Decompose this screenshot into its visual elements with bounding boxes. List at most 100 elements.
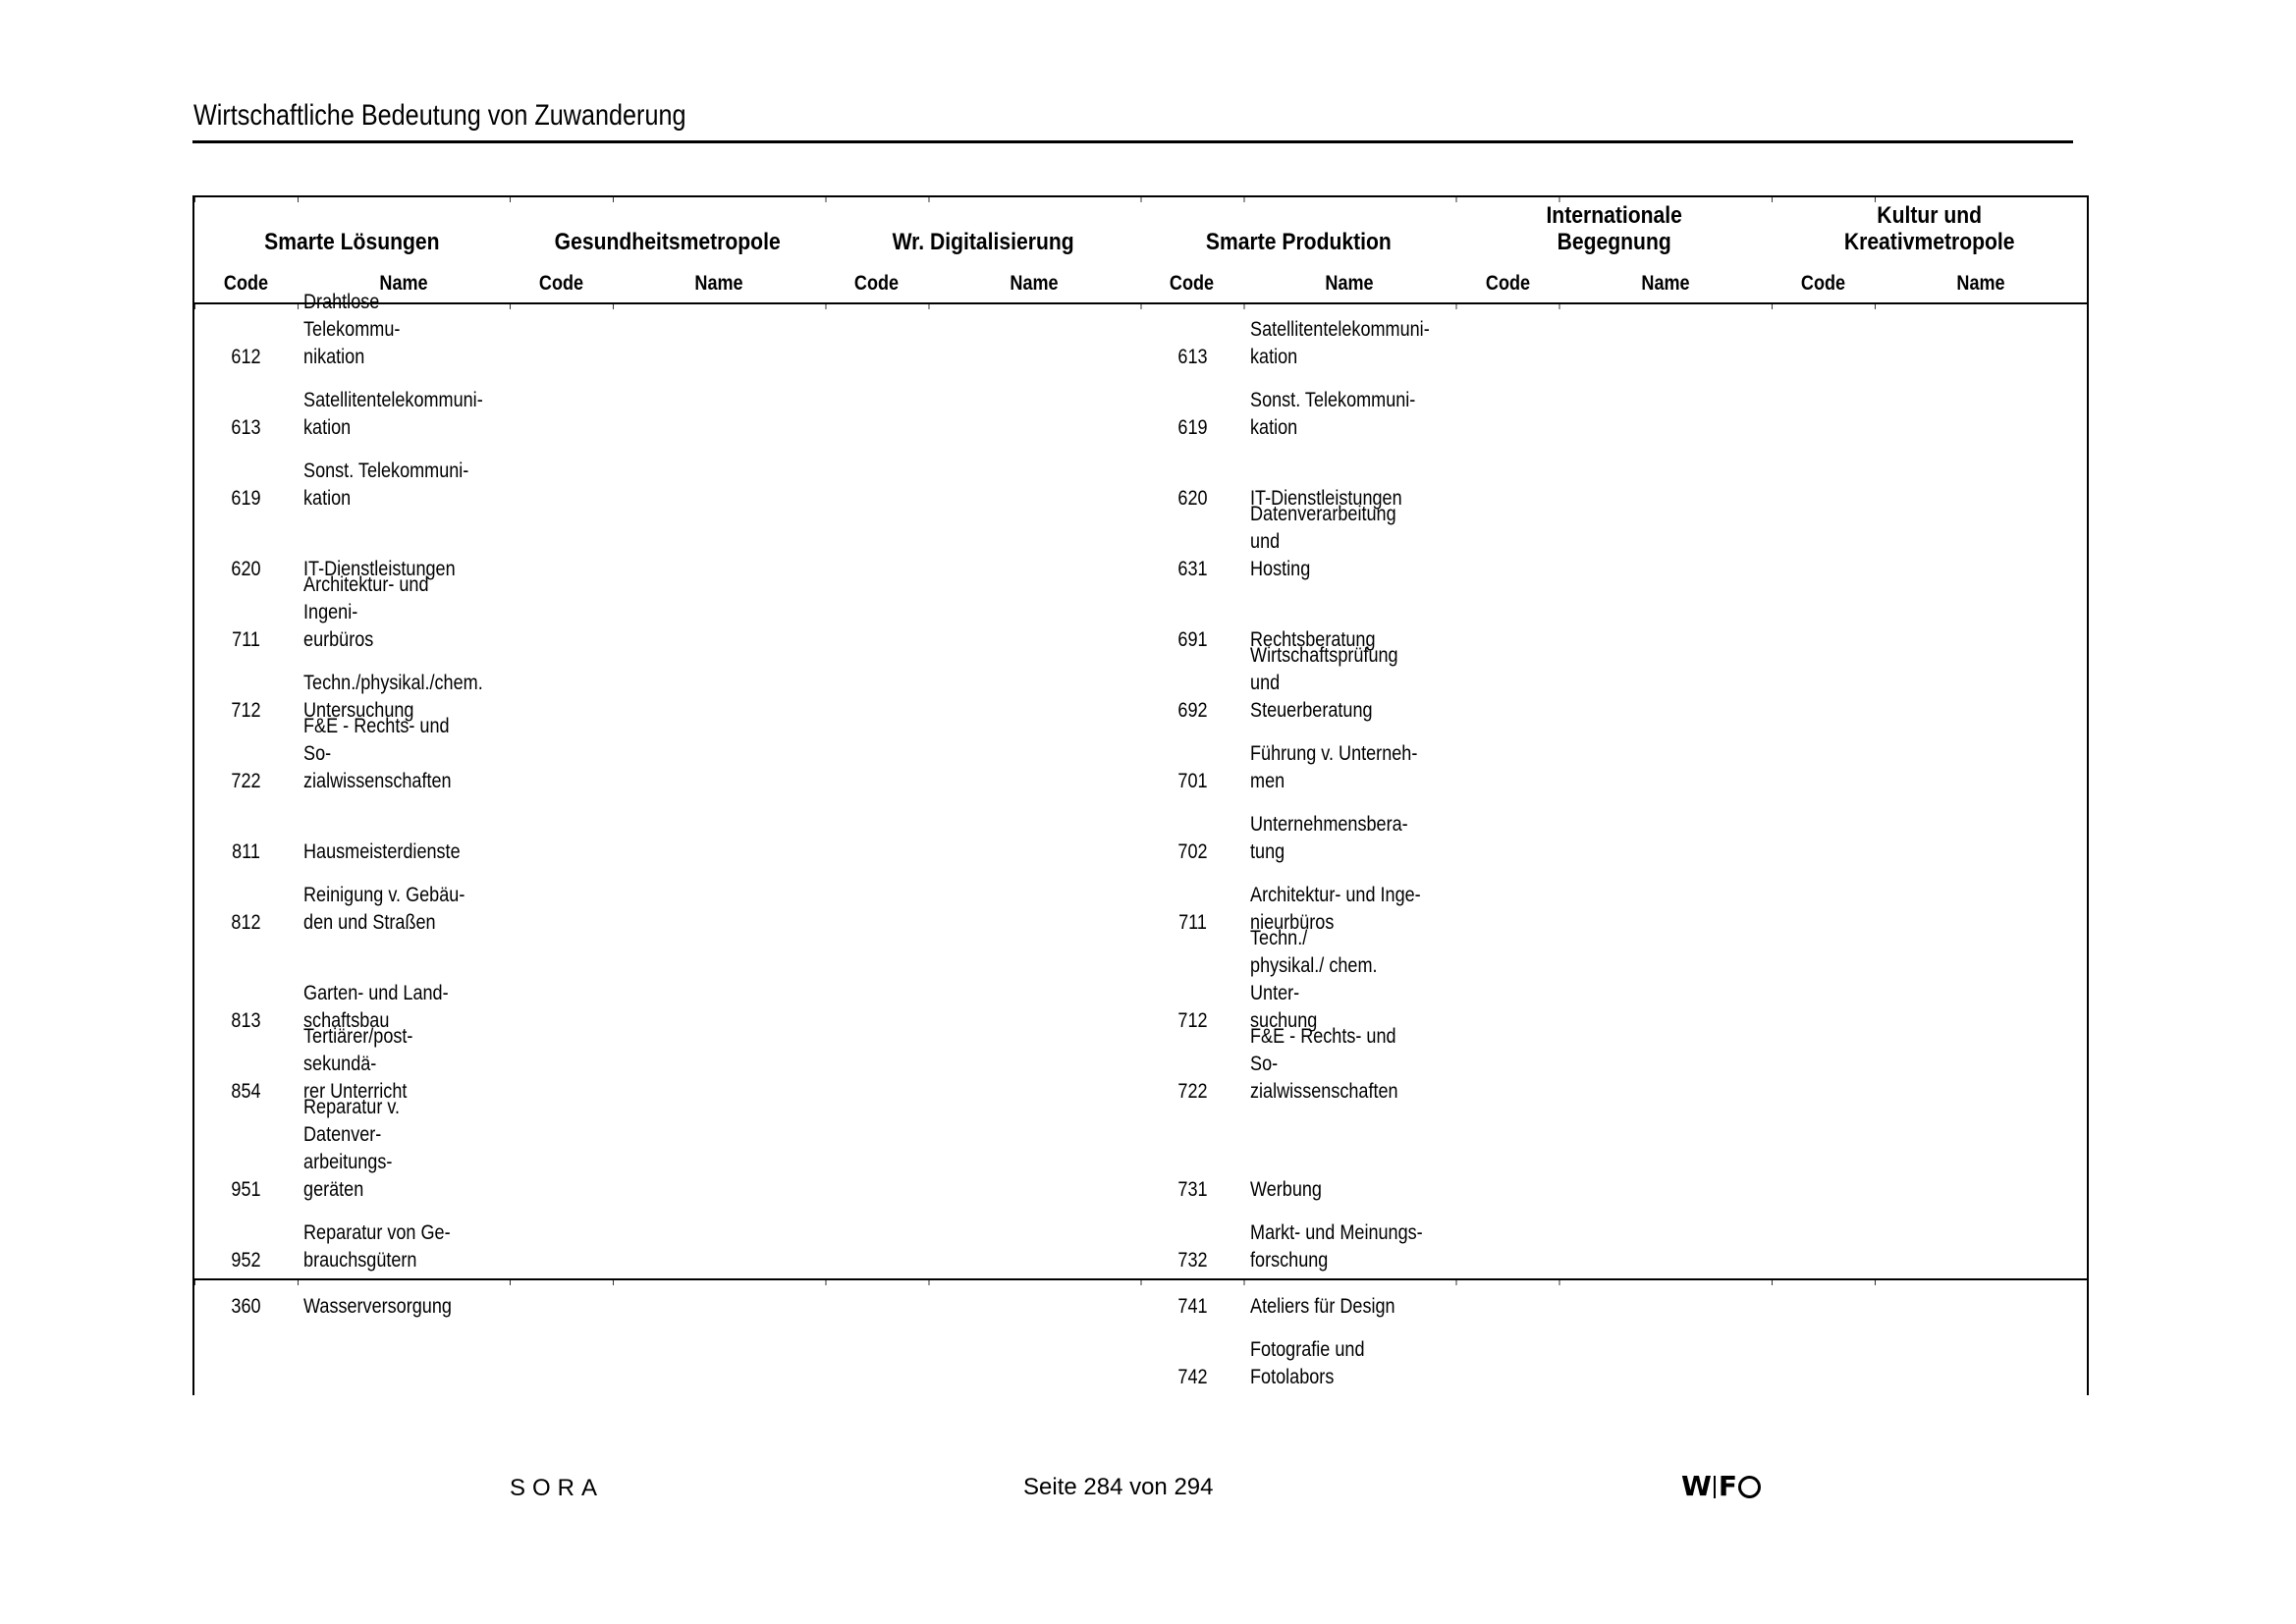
cell-smarte-produktion: 620 IT-Dienstleistungen xyxy=(1141,485,1456,513)
table-row: 854 Tertiärer/post-sekundä- rer Unterric… xyxy=(194,1025,2087,1110)
code-value: 619 xyxy=(1176,416,1208,439)
name-value: Führung v. Unterneh- men xyxy=(1249,742,1417,792)
group-title: Kultur und Kreativmetropole xyxy=(1772,197,2087,258)
code-value: 712 xyxy=(1176,1009,1208,1032)
cell-smarte-loesungen: 612 Drahtlose Telekommu- nikation xyxy=(194,289,510,371)
footer-wifo-logo: W F xyxy=(1681,1470,1762,1502)
name-value: Wasserversorgung xyxy=(303,1295,452,1318)
cell-smarte-loesungen: 620 IT-Dienstleistungen xyxy=(194,556,510,583)
cell-smarte-loesungen: 619 Sonst. Telekommuni- kation xyxy=(194,458,510,513)
code-value: 742 xyxy=(1176,1366,1208,1388)
subheader-row: Code Name xyxy=(510,258,825,302)
code-value: 811 xyxy=(232,840,260,863)
table-row: 620 IT-Dienstleistungen 631 Datenverarbe… xyxy=(194,503,2087,587)
sector-code-table: Smarte Lösungen Code Name Gesundheitsmet… xyxy=(192,195,2089,1395)
table-row: 811 Hausmeisterdienste 702 Unternehmensb… xyxy=(194,799,2087,870)
page-title: Wirtschaftliche Bedeutung von Zuwanderun… xyxy=(193,99,780,133)
footer-sora-logo: SORA xyxy=(510,1475,605,1501)
table-row: 952 Reparatur von Ge- brauchsgütern 732 … xyxy=(194,1208,2087,1278)
cell-smarte-produktion: 692 Wirtschaftsprüfung und Steuerberatun… xyxy=(1141,642,1456,725)
code-value: 613 xyxy=(231,416,261,439)
cell-smarte-loesungen: 854 Tertiärer/post-sekundä- rer Unterric… xyxy=(194,1023,510,1106)
code-value: 692 xyxy=(1176,699,1208,722)
code-value: 712 xyxy=(231,699,261,722)
name-value: Satellitentelekommuni- kation xyxy=(1249,318,1430,368)
cell-smarte-produktion: 631 Datenverarbeitung und Hosting xyxy=(1141,501,1456,583)
group-title-text: Internationale Begegnung xyxy=(1545,202,1682,255)
name-value: Techn./ physikal./ chem. Unter- suchung xyxy=(1249,927,1378,1032)
name-value: IT-Dienstleistungen xyxy=(1249,487,1402,510)
column-group-kultur-kreativmetropole: Kultur und Kreativmetropole Code Name xyxy=(1772,197,2087,302)
cell-smarte-loesungen: 722 F&E - Rechts- und So- zialwissenscha… xyxy=(194,713,510,795)
code-value: 613 xyxy=(1176,346,1208,368)
table-row: 742 Fotografie und Fotolabors xyxy=(194,1325,2087,1395)
subheader-row: Code Name xyxy=(194,258,510,302)
name-value: Sonst. Telekommuni- kation xyxy=(303,460,469,510)
title-underline xyxy=(192,140,2073,143)
code-value: 854 xyxy=(231,1080,261,1103)
name-value: Datenverarbeitung und Hosting xyxy=(1249,503,1396,580)
table-row: 612 Drahtlose Telekommu- nikation 613 Sa… xyxy=(194,291,2087,375)
table-row: 712 Techn./physikal./chem. Untersuchung … xyxy=(194,644,2087,729)
wifo-circle-o-icon xyxy=(1738,1475,1762,1498)
group-title: Gesundheitsmetropole xyxy=(510,197,825,258)
cell-smarte-loesungen: 711 Architektur- und Ingeni- eurbüros xyxy=(194,571,510,654)
code-value: 813 xyxy=(231,1009,261,1032)
name-value: Reinigung v. Gebäu- den und Straßen xyxy=(303,884,465,934)
code-value: 711 xyxy=(1177,911,1207,934)
cell-smarte-loesungen: 360 Wasserversorgung xyxy=(194,1293,510,1321)
name-value: Fotografie und Fotolabors xyxy=(1249,1338,1364,1388)
cell-smarte-produktion: 691 Rechtsberatung xyxy=(1141,626,1456,654)
name-column-header: Name xyxy=(1956,272,2005,295)
column-group-smarte-loesungen: Smarte Lösungen Code Name xyxy=(194,197,510,302)
name-value: F&E - Rechts- und So- zialwissenschaften xyxy=(1249,1025,1398,1103)
cell-smarte-produktion: 742 Fotografie und Fotolabors xyxy=(1141,1336,1456,1391)
cell-smarte-produktion: 731 Werbung xyxy=(1141,1176,1456,1204)
code-value: 951 xyxy=(231,1178,261,1201)
cell-smarte-loesungen: 813 Garten- und Land- schaftsbau xyxy=(194,980,510,1035)
name-value: Techn./physikal./chem. Untersuchung xyxy=(303,672,483,722)
code-value: 711 xyxy=(232,628,260,651)
name-value: Hausmeisterdienste xyxy=(303,840,461,863)
group-title-text: Wr. Digitalisierung xyxy=(892,229,1074,255)
column-group-wr-digitalisierung: Wr. Digitalisierung Code Name xyxy=(825,197,1140,302)
code-column-header: Code xyxy=(223,272,269,295)
code-value: 620 xyxy=(1176,487,1208,510)
group-title-text: Gesundheitsmetropole xyxy=(554,229,781,255)
code-value: 631 xyxy=(1176,558,1208,580)
cell-smarte-produktion: 712 Techn./ physikal./ chem. Unter- such… xyxy=(1141,925,1456,1035)
cell-smarte-produktion: 732 Markt- und Meinungs- forschung xyxy=(1141,1219,1456,1274)
name-value: Werbung xyxy=(1249,1178,1322,1201)
cell-smarte-loesungen: 613 Satellitentelekommuni- kation xyxy=(194,387,510,442)
name-column-header: Name xyxy=(1325,272,1375,295)
name-value: Markt- und Meinungs- forschung xyxy=(1249,1221,1423,1272)
table-row: 812 Reinigung v. Gebäu- den und Straßen … xyxy=(194,870,2087,941)
code-column-header: Code xyxy=(1485,272,1530,295)
name-value: Rechtsberatung xyxy=(1249,628,1376,651)
subheader-row: Code Name xyxy=(1456,258,1772,302)
column-group-gesundheitsmetropole: Gesundheitsmetropole Code Name xyxy=(510,197,825,302)
code-value: 732 xyxy=(1176,1249,1208,1272)
name-column-header: Name xyxy=(1010,272,1059,295)
table-row: 951 Reparatur v. Datenver- arbeitungs- g… xyxy=(194,1096,2087,1208)
wifo-letter-w: W xyxy=(1681,1470,1712,1502)
code-value: 812 xyxy=(231,911,261,934)
group-title: Wr. Digitalisierung xyxy=(825,197,1140,258)
group-title-text: Smarte Produktion xyxy=(1205,229,1392,255)
cell-smarte-produktion: 741 Ateliers für Design xyxy=(1141,1293,1456,1321)
code-value: 702 xyxy=(1176,840,1208,863)
group-title-text: Kultur und Kreativmetropole xyxy=(1843,202,2015,255)
name-value: Tertiärer/post-sekundä- rer Unterricht xyxy=(303,1025,413,1103)
cell-smarte-loesungen: 812 Reinigung v. Gebäu- den und Straßen xyxy=(194,882,510,937)
cell-smarte-loesungen: 712 Techn./physikal./chem. Untersuchung xyxy=(194,670,510,725)
code-value: 619 xyxy=(231,487,261,510)
group-title-text: Smarte Lösungen xyxy=(264,229,440,255)
code-column-header: Code xyxy=(1800,272,1845,295)
code-value: 722 xyxy=(1176,1080,1208,1103)
name-value: Drahtlose Telekommu- nikation xyxy=(303,291,401,368)
wifo-divider-bar xyxy=(1713,1475,1716,1498)
code-value: 701 xyxy=(1176,770,1208,792)
cell-smarte-produktion: 722 F&E - Rechts- und So- zialwissenscha… xyxy=(1141,1023,1456,1106)
table-row: 619 Sonst. Telekommuni- kation 620 IT-Di… xyxy=(194,446,2087,516)
name-column-header: Name xyxy=(1641,272,1690,295)
